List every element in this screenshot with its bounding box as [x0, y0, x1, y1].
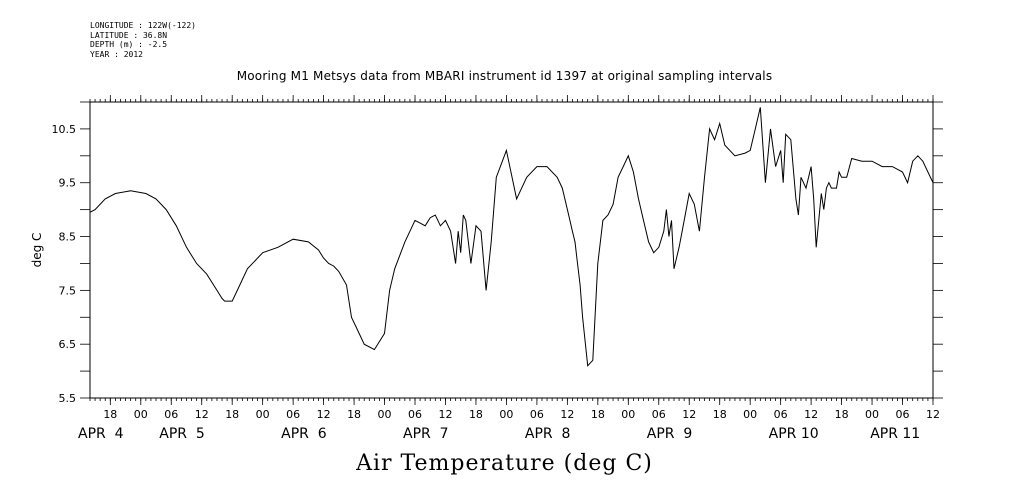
x-date-label: APR 10 [769, 426, 819, 442]
x-hour-label: 00 [256, 408, 270, 421]
x-hour-label: 00 [134, 408, 148, 421]
air-temperature-line [89, 107, 934, 367]
x-hour-label: 12 [195, 408, 209, 421]
x-hour-label: 06 [652, 408, 666, 421]
x-hour-label: 00 [499, 408, 513, 421]
x-date-label: APR 8 [525, 426, 571, 442]
x-hour-label: 12 [560, 408, 574, 421]
x-hour-label: 18 [469, 408, 483, 421]
y-tick-label: 9.5 [59, 177, 77, 190]
x-ticks: 18 00 06 12 18 00 06 12 18 00 06 12 18 00 06 12 18 00 06 12… [78, 95, 940, 442]
x-hour-label: 12 [438, 408, 452, 421]
x-hour-label: 12 [804, 408, 818, 421]
plot-frame [89, 101, 934, 399]
metadata-block: LONGITUDE : 122W(-122) LATITUDE : 36.8N … [90, 21, 196, 59]
x-hour-label: 06 [286, 408, 300, 421]
x-date-label: APR 6 [281, 426, 327, 442]
x-hour-label: 00 [865, 408, 879, 421]
depth-label: DEPTH (m) : -2.5 [90, 40, 168, 49]
x-hour-label: 18 [103, 408, 117, 421]
x-hour-label: 00 [743, 408, 757, 421]
x-date-label: APR 7 [403, 426, 449, 442]
y-tick-label: 10.5 [52, 123, 77, 136]
y-tick-label: 5.5 [59, 392, 77, 405]
x-hour-label: 06 [408, 408, 422, 421]
x-hour-label: 12 [317, 408, 331, 421]
latitude-label: LATITUDE : 36.8N [90, 30, 168, 40]
x-hour-label: 18 [225, 408, 239, 421]
x-hour-label: 00 [378, 408, 392, 421]
x-hour-label: 18 [591, 408, 605, 421]
x-hour-label: 18 [835, 408, 849, 421]
year-label: YEAR : 2012 [90, 49, 143, 59]
x-hour-label: 06 [530, 408, 544, 421]
series-lines [89, 107, 934, 367]
x-hour-label: 00 [621, 408, 635, 421]
chart-axes [89, 99, 934, 401]
x-hour-label: 12 [926, 408, 940, 421]
x-date-label: APR 4 [78, 426, 124, 442]
x-date-label: APR 9 [647, 426, 693, 442]
longitude-label: LONGITUDE : 122W(-122) [90, 21, 196, 30]
x-hour-label: 06 [896, 408, 910, 421]
y-ticks: 10.5 9.5 8.5 7.5 6.5 5.5 [52, 101, 943, 405]
x-hour-label: 12 [682, 408, 696, 421]
x-date-label: APR 5 [159, 426, 205, 442]
chart-title: Mooring M1 Metsys data from MBARI instru… [236, 69, 773, 83]
y-tick-label: 8.5 [59, 231, 77, 244]
y-tick-label: 6.5 [59, 338, 77, 351]
x-hour-label: 18 [347, 408, 361, 421]
y-axis-label: deg C [30, 233, 44, 268]
variable-title: Air Temperature (deg C) [356, 451, 653, 476]
y-tick-label: 7.5 [59, 284, 77, 297]
x-hour-label: 06 [774, 408, 788, 421]
x-hour-label: 06 [164, 408, 178, 421]
x-hour-label: 18 [713, 408, 727, 421]
x-date-label: APR 11 [870, 426, 920, 442]
